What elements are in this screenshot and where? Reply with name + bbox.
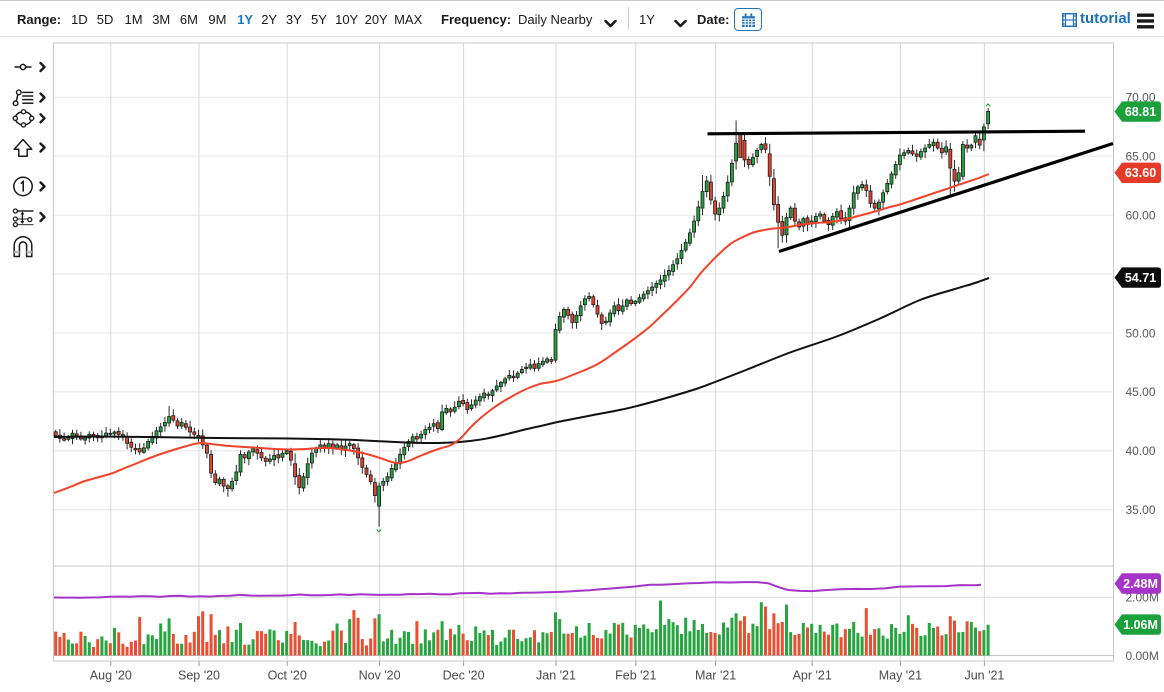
svg-text:Jan '21: Jan '21 — [536, 669, 576, 683]
svg-text:Mar '21: Mar '21 — [695, 669, 736, 683]
svg-text:Aug '20: Aug '20 — [90, 669, 132, 683]
svg-text:63.60: 63.60 — [1125, 166, 1156, 180]
svg-text:0.00M: 0.00M — [1126, 649, 1159, 663]
svg-text:60.00: 60.00 — [1126, 209, 1156, 223]
svg-text:2.00M: 2.00M — [1126, 591, 1159, 605]
svg-text:65.00: 65.00 — [1126, 150, 1156, 164]
svg-text:35.00: 35.00 — [1126, 503, 1156, 517]
svg-text:Oct '20: Oct '20 — [268, 669, 307, 683]
svg-text:Nov '20: Nov '20 — [359, 669, 401, 683]
svg-text:45.00: 45.00 — [1126, 385, 1156, 399]
svg-text:40.00: 40.00 — [1126, 444, 1156, 458]
svg-text:54.71: 54.71 — [1125, 271, 1156, 285]
svg-text:Jun '21: Jun '21 — [964, 669, 1004, 683]
svg-text:May '21: May '21 — [879, 669, 922, 683]
svg-text:Apr '21: Apr '21 — [793, 669, 832, 683]
svg-text:68.81: 68.81 — [1125, 105, 1156, 119]
svg-text:2.48M: 2.48M — [1123, 577, 1158, 591]
svg-text:Dec '20: Dec '20 — [443, 669, 485, 683]
svg-text:70.00: 70.00 — [1126, 91, 1156, 105]
svg-text:Feb '21: Feb '21 — [615, 669, 656, 683]
svg-text:1.06M: 1.06M — [1123, 618, 1158, 632]
svg-text:50.00: 50.00 — [1126, 326, 1156, 340]
svg-text:Sep '20: Sep '20 — [178, 669, 220, 683]
